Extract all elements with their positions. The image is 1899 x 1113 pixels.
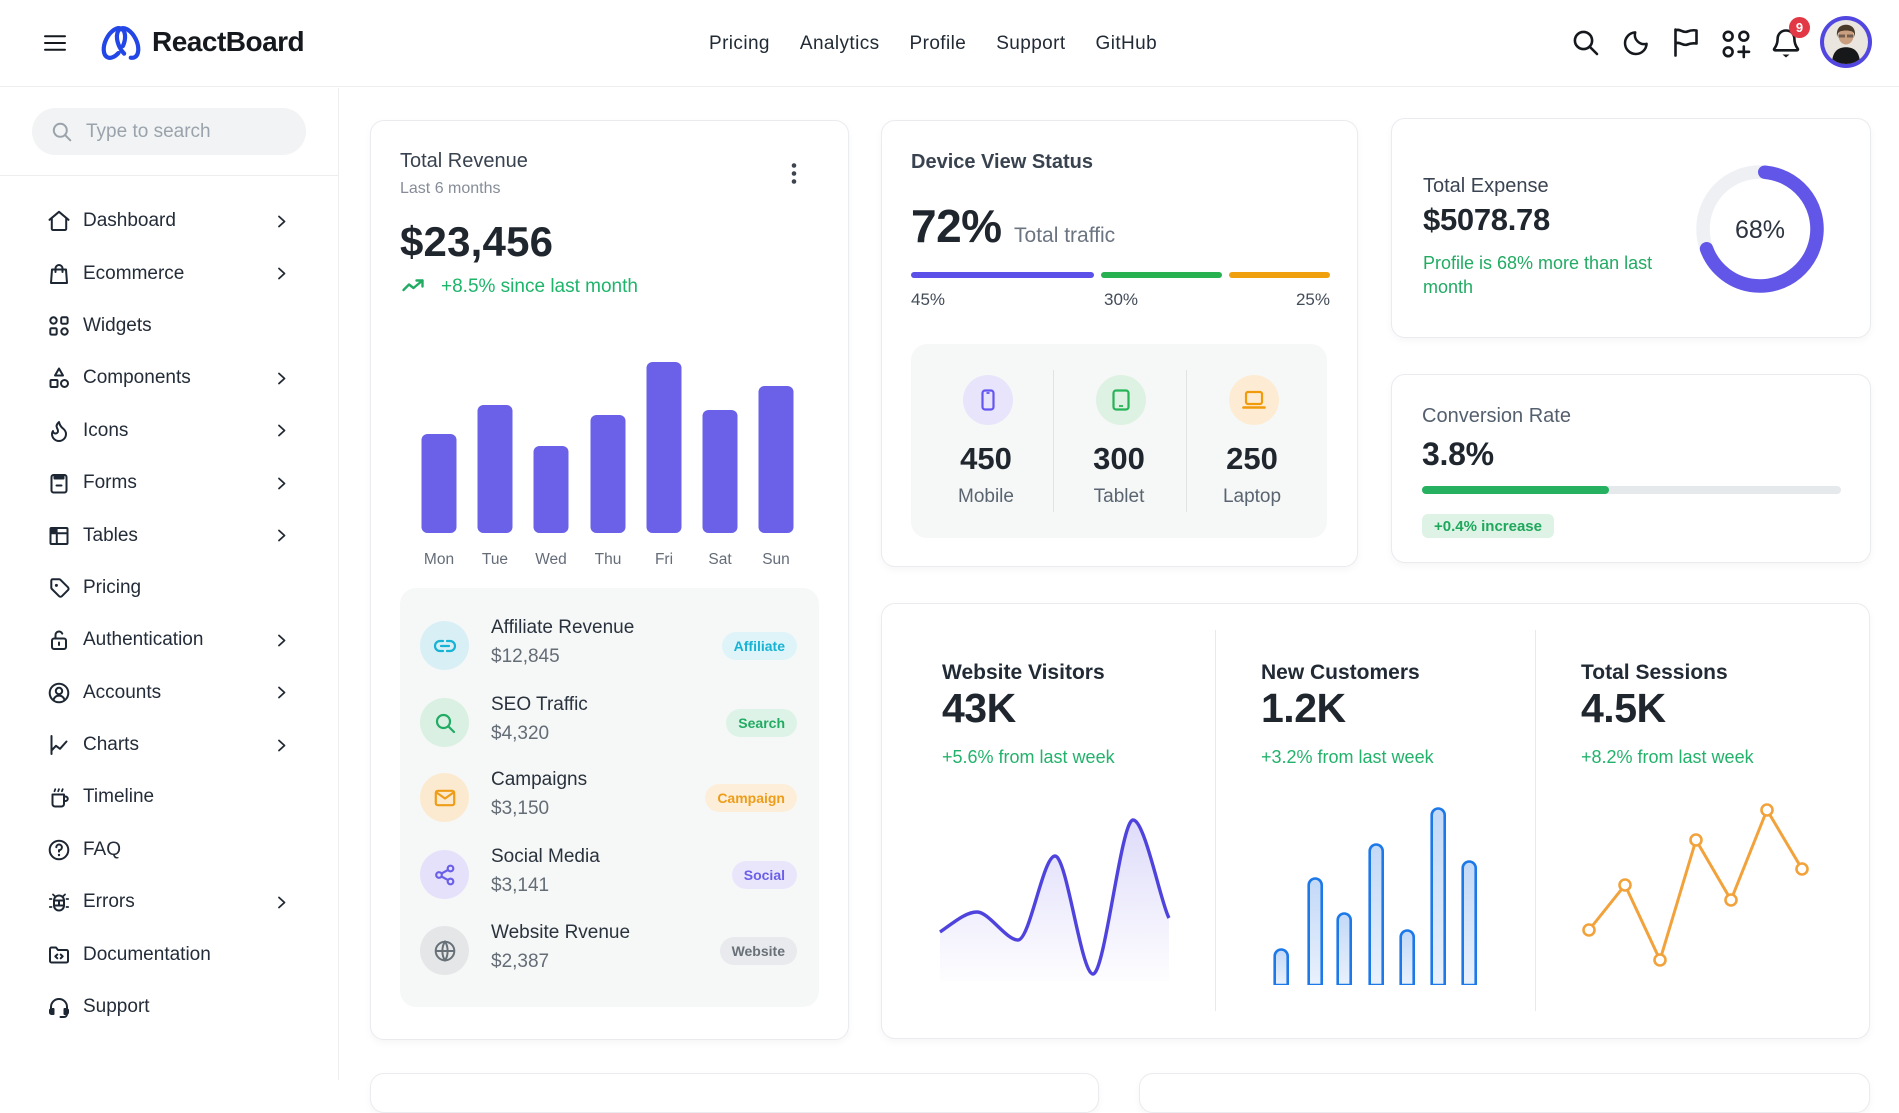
svg-text:Thu: Thu bbox=[595, 551, 622, 568]
svg-text:Mon: Mon bbox=[424, 551, 454, 568]
svg-text:Wed: Wed bbox=[535, 551, 567, 568]
svg-text:Tue: Tue bbox=[482, 551, 508, 568]
svg-text:Fri: Fri bbox=[655, 551, 673, 568]
svg-text:Sun: Sun bbox=[762, 551, 790, 568]
svg-text:68%: 68% bbox=[1735, 216, 1785, 244]
svg-text:Sat: Sat bbox=[708, 551, 732, 568]
